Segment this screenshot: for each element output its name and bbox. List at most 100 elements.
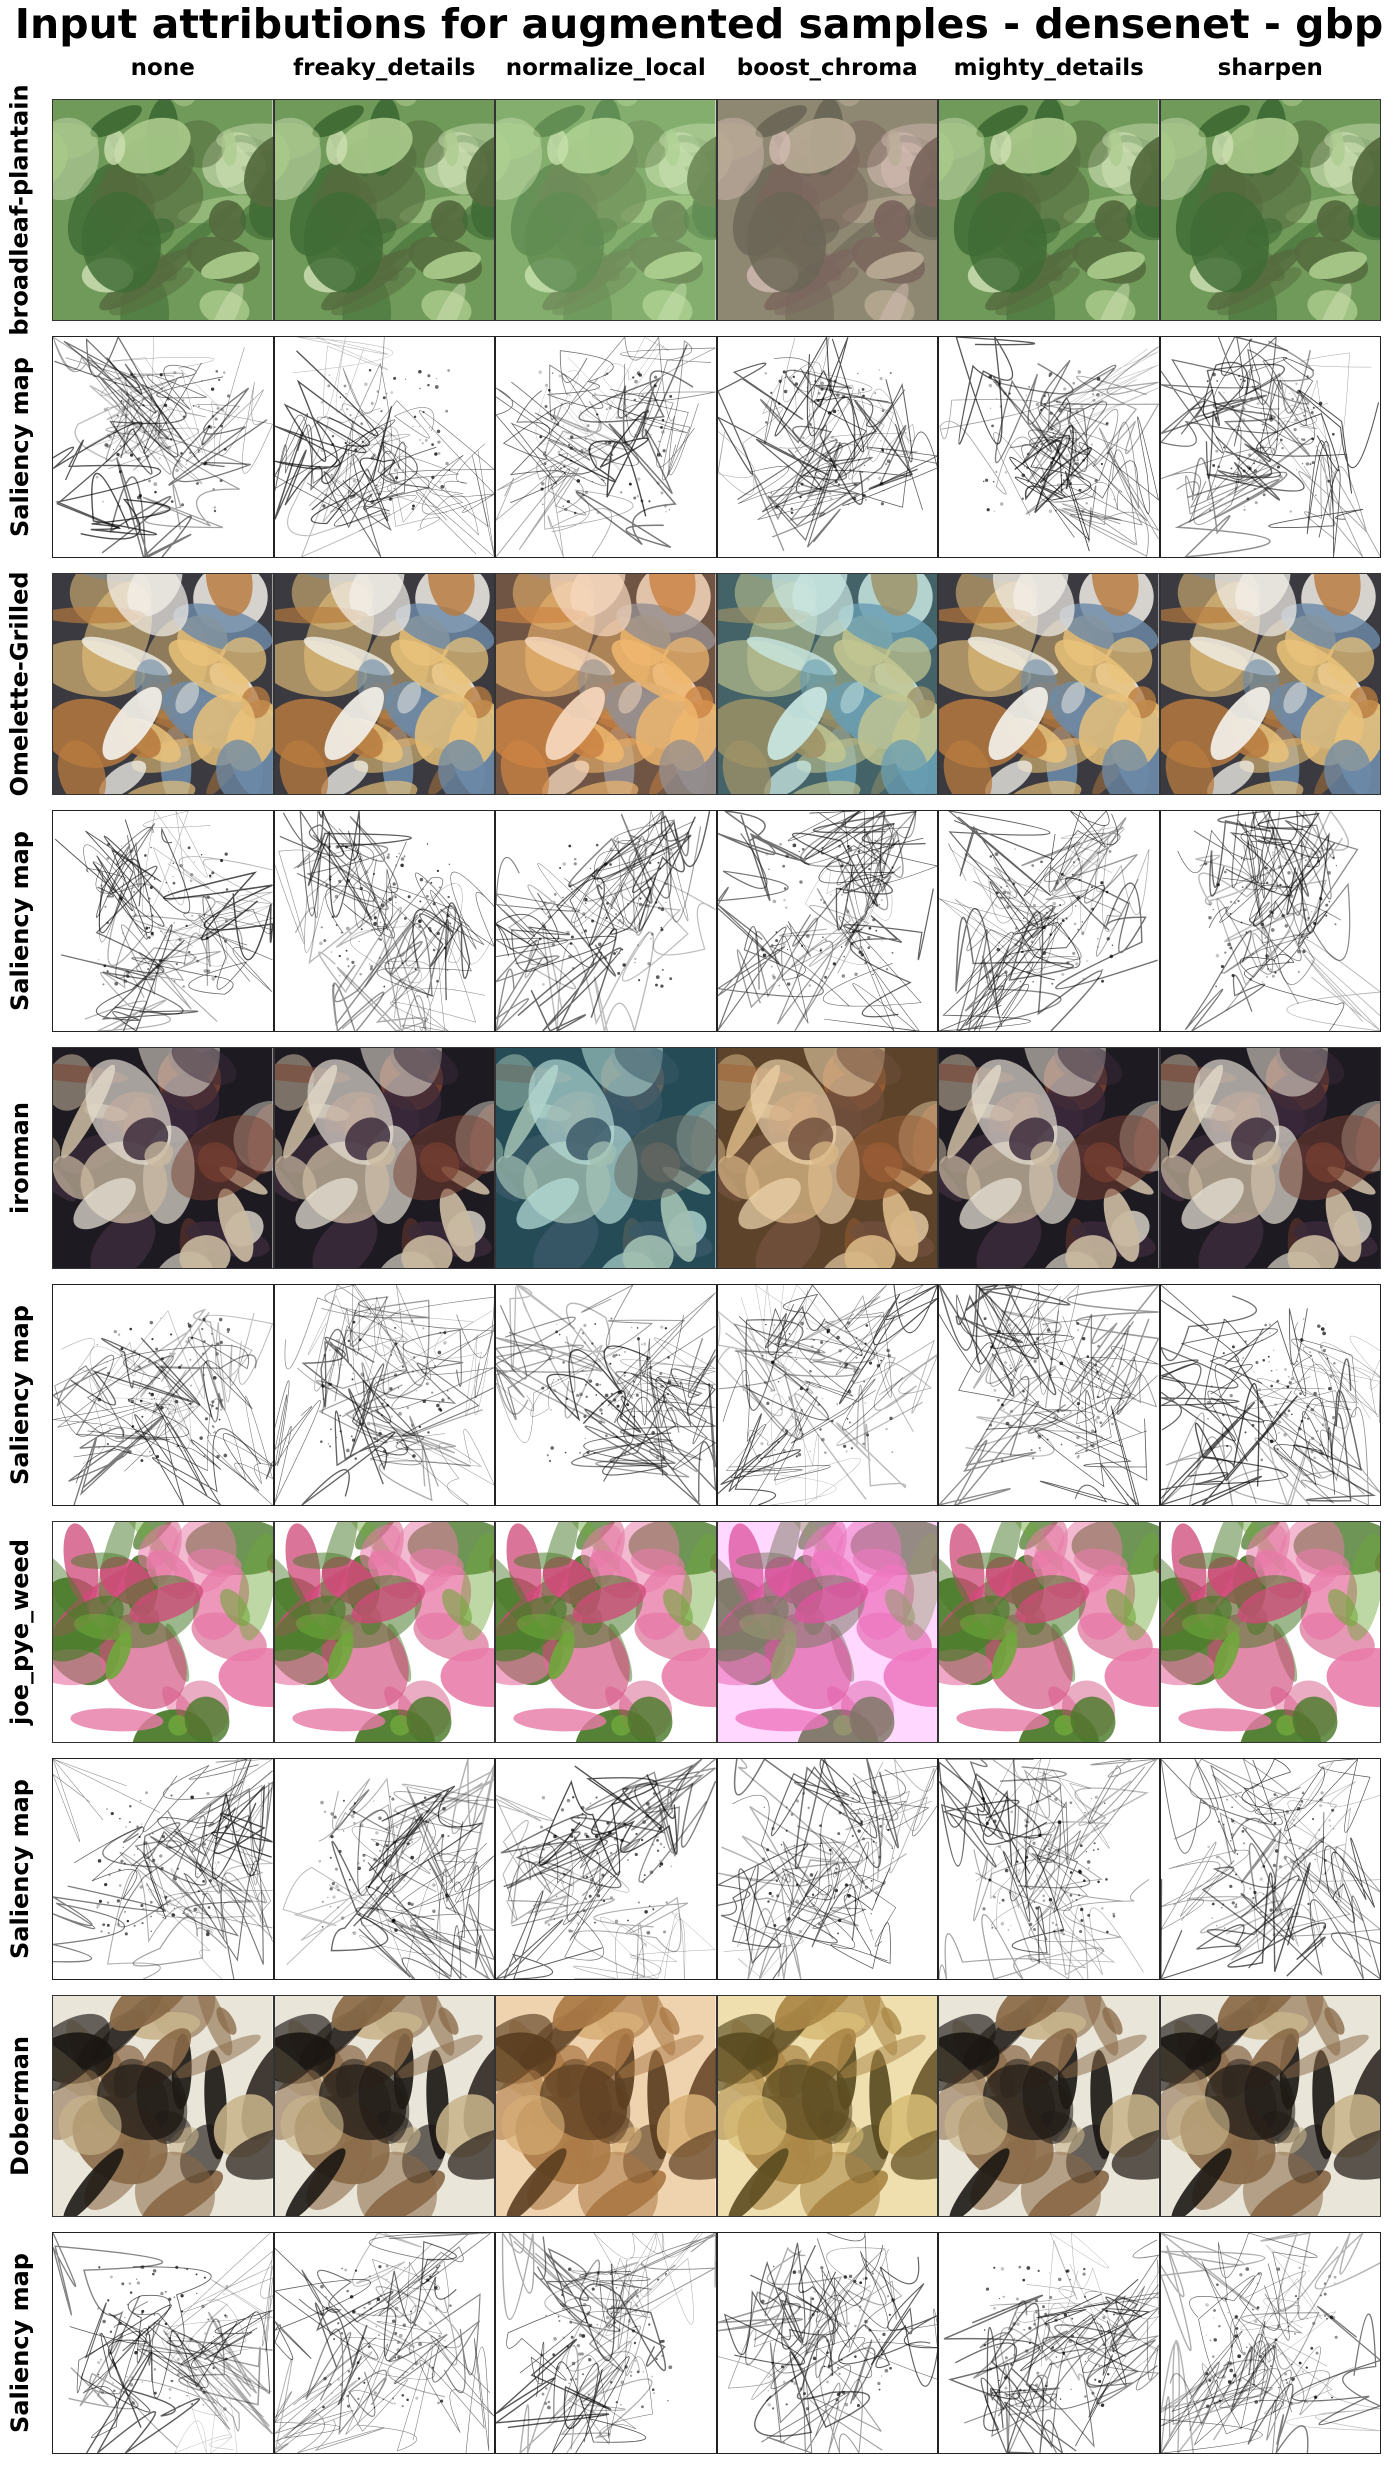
saliency-map-7-freaky_details: [274, 1758, 496, 1980]
omelette-bread-photo: [939, 574, 1159, 794]
plantain-leaves-photo: [275, 100, 495, 320]
sample-image-6-normalize_local: [495, 1521, 717, 1743]
saliency-heatmap: [1161, 811, 1381, 1031]
saliency-map-7-mighty_details: [938, 1758, 1160, 1980]
row-label-text: broadleaf-plantain: [6, 84, 34, 335]
column-header-normalize_local: normalize_local: [496, 52, 716, 84]
saliency-map-9-none: [52, 2232, 274, 2454]
ironman-suit-photo: [939, 1048, 1159, 1268]
saliency-map-5-normalize_local: [495, 1284, 717, 1506]
doberman-dog-photo: [275, 1996, 495, 2216]
row-label-text: Saliency map: [6, 831, 34, 1011]
plantain-leaves-photo: [718, 100, 938, 320]
omelette-bread-photo: [275, 574, 495, 794]
saliency-map-7-normalize_local: [495, 1758, 717, 1980]
saliency-map-5-freaky_details: [274, 1284, 496, 1506]
ironman-suit-photo: [496, 1048, 716, 1268]
plantain-leaves-photo: [53, 100, 273, 320]
saliency-heatmap: [718, 811, 938, 1031]
saliency-heatmap: [496, 811, 716, 1031]
row-label-8: Doberman: [0, 1995, 40, 2217]
sample-image-6-freaky_details: [274, 1521, 496, 1743]
saliency-map-9-sharpen: [1160, 2232, 1382, 2454]
doberman-dog-photo: [939, 1996, 1159, 2216]
sample-image-6-mighty_details: [938, 1521, 1160, 1743]
sample-image-4-none: [52, 1047, 274, 1269]
sample-image-2-sharpen: [1160, 573, 1382, 795]
clover-flowers-photo: [718, 1522, 938, 1742]
doberman-dog-photo: [1161, 1996, 1381, 2216]
sample-image-0-none: [52, 99, 274, 321]
saliency-map-5-sharpen: [1160, 1284, 1382, 1506]
doberman-dog-photo: [53, 1996, 273, 2216]
ironman-suit-photo: [53, 1048, 273, 1268]
saliency-heatmap: [275, 811, 495, 1031]
saliency-map-1-normalize_local: [495, 336, 717, 558]
plantain-leaves-photo: [939, 100, 1159, 320]
sample-image-0-mighty_details: [938, 99, 1160, 321]
row-label-3: Saliency map: [0, 810, 40, 1032]
row-label-text: Omelette-Grilled: [6, 571, 34, 796]
figure-title: Input attributions for augmented samples…: [0, 0, 1398, 48]
saliency-heatmap: [939, 2233, 1159, 2453]
saliency-heatmap: [939, 1285, 1159, 1505]
saliency-heatmap: [939, 811, 1159, 1031]
saliency-heatmap: [53, 811, 273, 1031]
saliency-map-1-mighty_details: [938, 336, 1160, 558]
saliency-heatmap: [939, 337, 1159, 557]
sample-image-4-mighty_details: [938, 1047, 1160, 1269]
column-header-mighty_details: mighty_details: [939, 52, 1159, 84]
row-label-text: Saliency map: [6, 1779, 34, 1959]
plantain-leaves-photo: [496, 100, 716, 320]
clover-flowers-photo: [275, 1522, 495, 1742]
row-label-7: Saliency map: [0, 1758, 40, 1980]
sample-image-4-sharpen: [1160, 1047, 1382, 1269]
saliency-map-9-boost_chroma: [717, 2232, 939, 2454]
row-label-text: Doberman: [6, 2036, 34, 2176]
sample-image-8-freaky_details: [274, 1995, 496, 2217]
saliency-heatmap: [496, 2233, 716, 2453]
row-label-text: Saliency map: [6, 357, 34, 537]
saliency-map-7-none: [52, 1758, 274, 1980]
row-label-text: Saliency map: [6, 1305, 34, 1485]
sample-image-8-normalize_local: [495, 1995, 717, 2217]
sample-image-8-boost_chroma: [717, 1995, 939, 2217]
doberman-dog-photo: [496, 1996, 716, 2216]
saliency-heatmap: [718, 1285, 938, 1505]
sample-image-2-normalize_local: [495, 573, 717, 795]
sample-image-2-none: [52, 573, 274, 795]
omelette-bread-photo: [718, 574, 938, 794]
saliency-heatmap: [939, 1759, 1159, 1979]
row-label-2: Omelette-Grilled: [0, 573, 40, 795]
sample-image-6-none: [52, 1521, 274, 1743]
sample-image-0-freaky_details: [274, 99, 496, 321]
sample-image-2-mighty_details: [938, 573, 1160, 795]
row-label-6: joe_pye_weed: [0, 1521, 40, 1743]
sample-image-4-freaky_details: [274, 1047, 496, 1269]
saliency-heatmap: [1161, 1285, 1381, 1505]
row-label-text: joe_pye_weed: [6, 1539, 34, 1725]
saliency-map-9-mighty_details: [938, 2232, 1160, 2454]
saliency-map-3-none: [52, 810, 274, 1032]
saliency-heatmap: [1161, 1759, 1381, 1979]
row-label-1: Saliency map: [0, 336, 40, 558]
column-header-none: none: [53, 52, 273, 84]
saliency-map-1-sharpen: [1160, 336, 1382, 558]
saliency-map-3-boost_chroma: [717, 810, 939, 1032]
sample-image-0-sharpen: [1160, 99, 1382, 321]
omelette-bread-photo: [1161, 574, 1381, 794]
column-header-freaky_details: freaky_details: [274, 52, 494, 84]
saliency-map-3-normalize_local: [495, 810, 717, 1032]
saliency-heatmap: [275, 1285, 495, 1505]
saliency-heatmap: [718, 337, 938, 557]
saliency-map-1-none: [52, 336, 274, 558]
ironman-suit-photo: [1161, 1048, 1381, 1268]
saliency-map-3-sharpen: [1160, 810, 1382, 1032]
saliency-heatmap: [496, 1285, 716, 1505]
saliency-heatmap: [496, 1759, 716, 1979]
saliency-heatmap: [275, 2233, 495, 2453]
sample-image-6-sharpen: [1160, 1521, 1382, 1743]
column-header-boost_chroma: boost_chroma: [717, 52, 937, 84]
sample-image-8-none: [52, 1995, 274, 2217]
clover-flowers-photo: [1161, 1522, 1381, 1742]
